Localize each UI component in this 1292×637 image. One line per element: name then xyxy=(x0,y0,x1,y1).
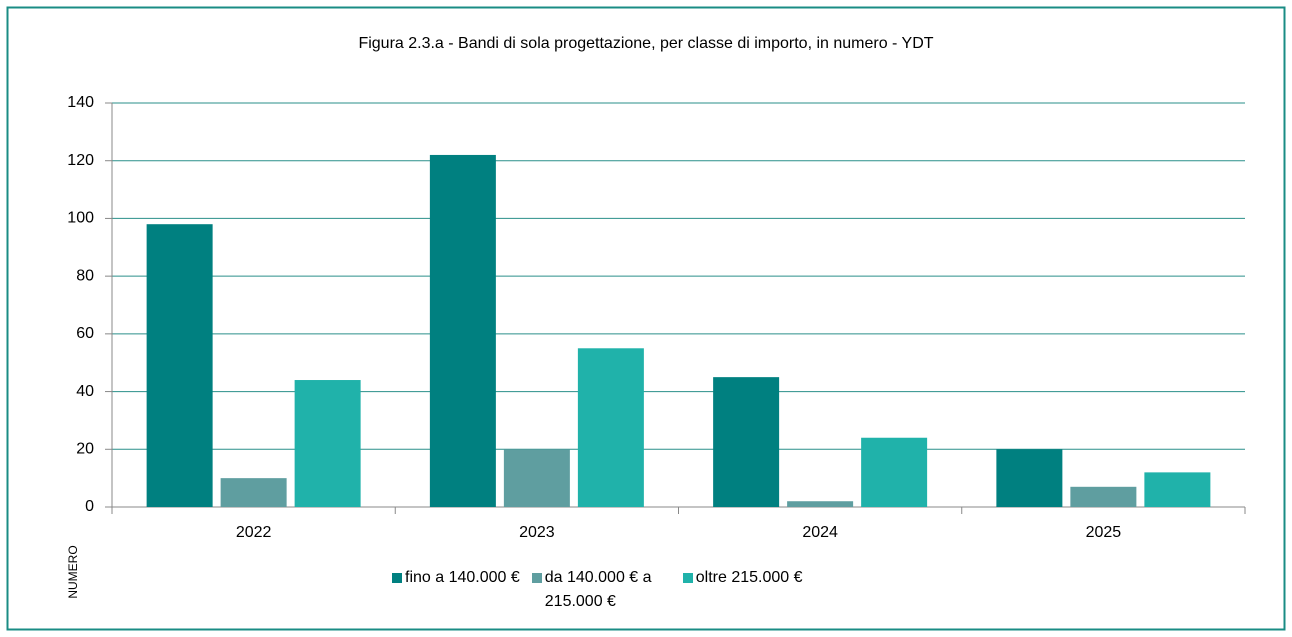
y-tick-label: 40 xyxy=(76,383,94,400)
frame xyxy=(6,6,1286,631)
bar xyxy=(787,501,854,507)
bar xyxy=(1070,486,1137,507)
y-axis-label: NUMERO xyxy=(66,545,80,598)
bar xyxy=(577,348,644,507)
legend-swatch xyxy=(682,573,693,583)
x-tick-label: 2023 xyxy=(519,524,555,541)
x-tick-label: 2024 xyxy=(802,524,838,541)
bar xyxy=(146,224,213,507)
x-tick-label: 2022 xyxy=(236,524,272,541)
legend-swatch xyxy=(392,573,402,583)
bar xyxy=(1144,472,1211,507)
legend: fino a 140.000 € da 140.000 € a 215.000 €… xyxy=(392,566,803,614)
y-tick-label: 140 xyxy=(67,94,94,111)
legend-item: oltre 215.000 € xyxy=(682,566,803,614)
bar xyxy=(713,377,780,507)
chart-title: Figura 2.3.a - Bandi di sola progettazio… xyxy=(358,35,933,52)
legend-label: fino a 140.000 € xyxy=(405,569,520,586)
y-tick-label: 0 xyxy=(85,498,94,515)
y-tick-label: 100 xyxy=(67,210,94,227)
y-tick-label: 120 xyxy=(67,152,94,169)
legend-label: da 140.000 € a 215.000 € xyxy=(544,569,652,610)
bar xyxy=(996,449,1063,507)
legend-item: da 140.000 € a 215.000 € xyxy=(531,566,671,614)
y-tick-label: 60 xyxy=(76,325,94,342)
x-tick-label: 2025 xyxy=(1086,524,1122,541)
bar xyxy=(220,478,287,507)
bar xyxy=(429,154,496,507)
legend-label: oltre 215.000 € xyxy=(695,569,803,586)
bar xyxy=(294,380,361,507)
legend-swatch xyxy=(531,573,542,583)
bar xyxy=(503,449,570,507)
legend-item: fino a 140.000 € xyxy=(392,566,520,614)
y-tick-label: 20 xyxy=(76,441,94,458)
bar xyxy=(861,437,928,507)
y-tick-label: 80 xyxy=(76,267,94,284)
